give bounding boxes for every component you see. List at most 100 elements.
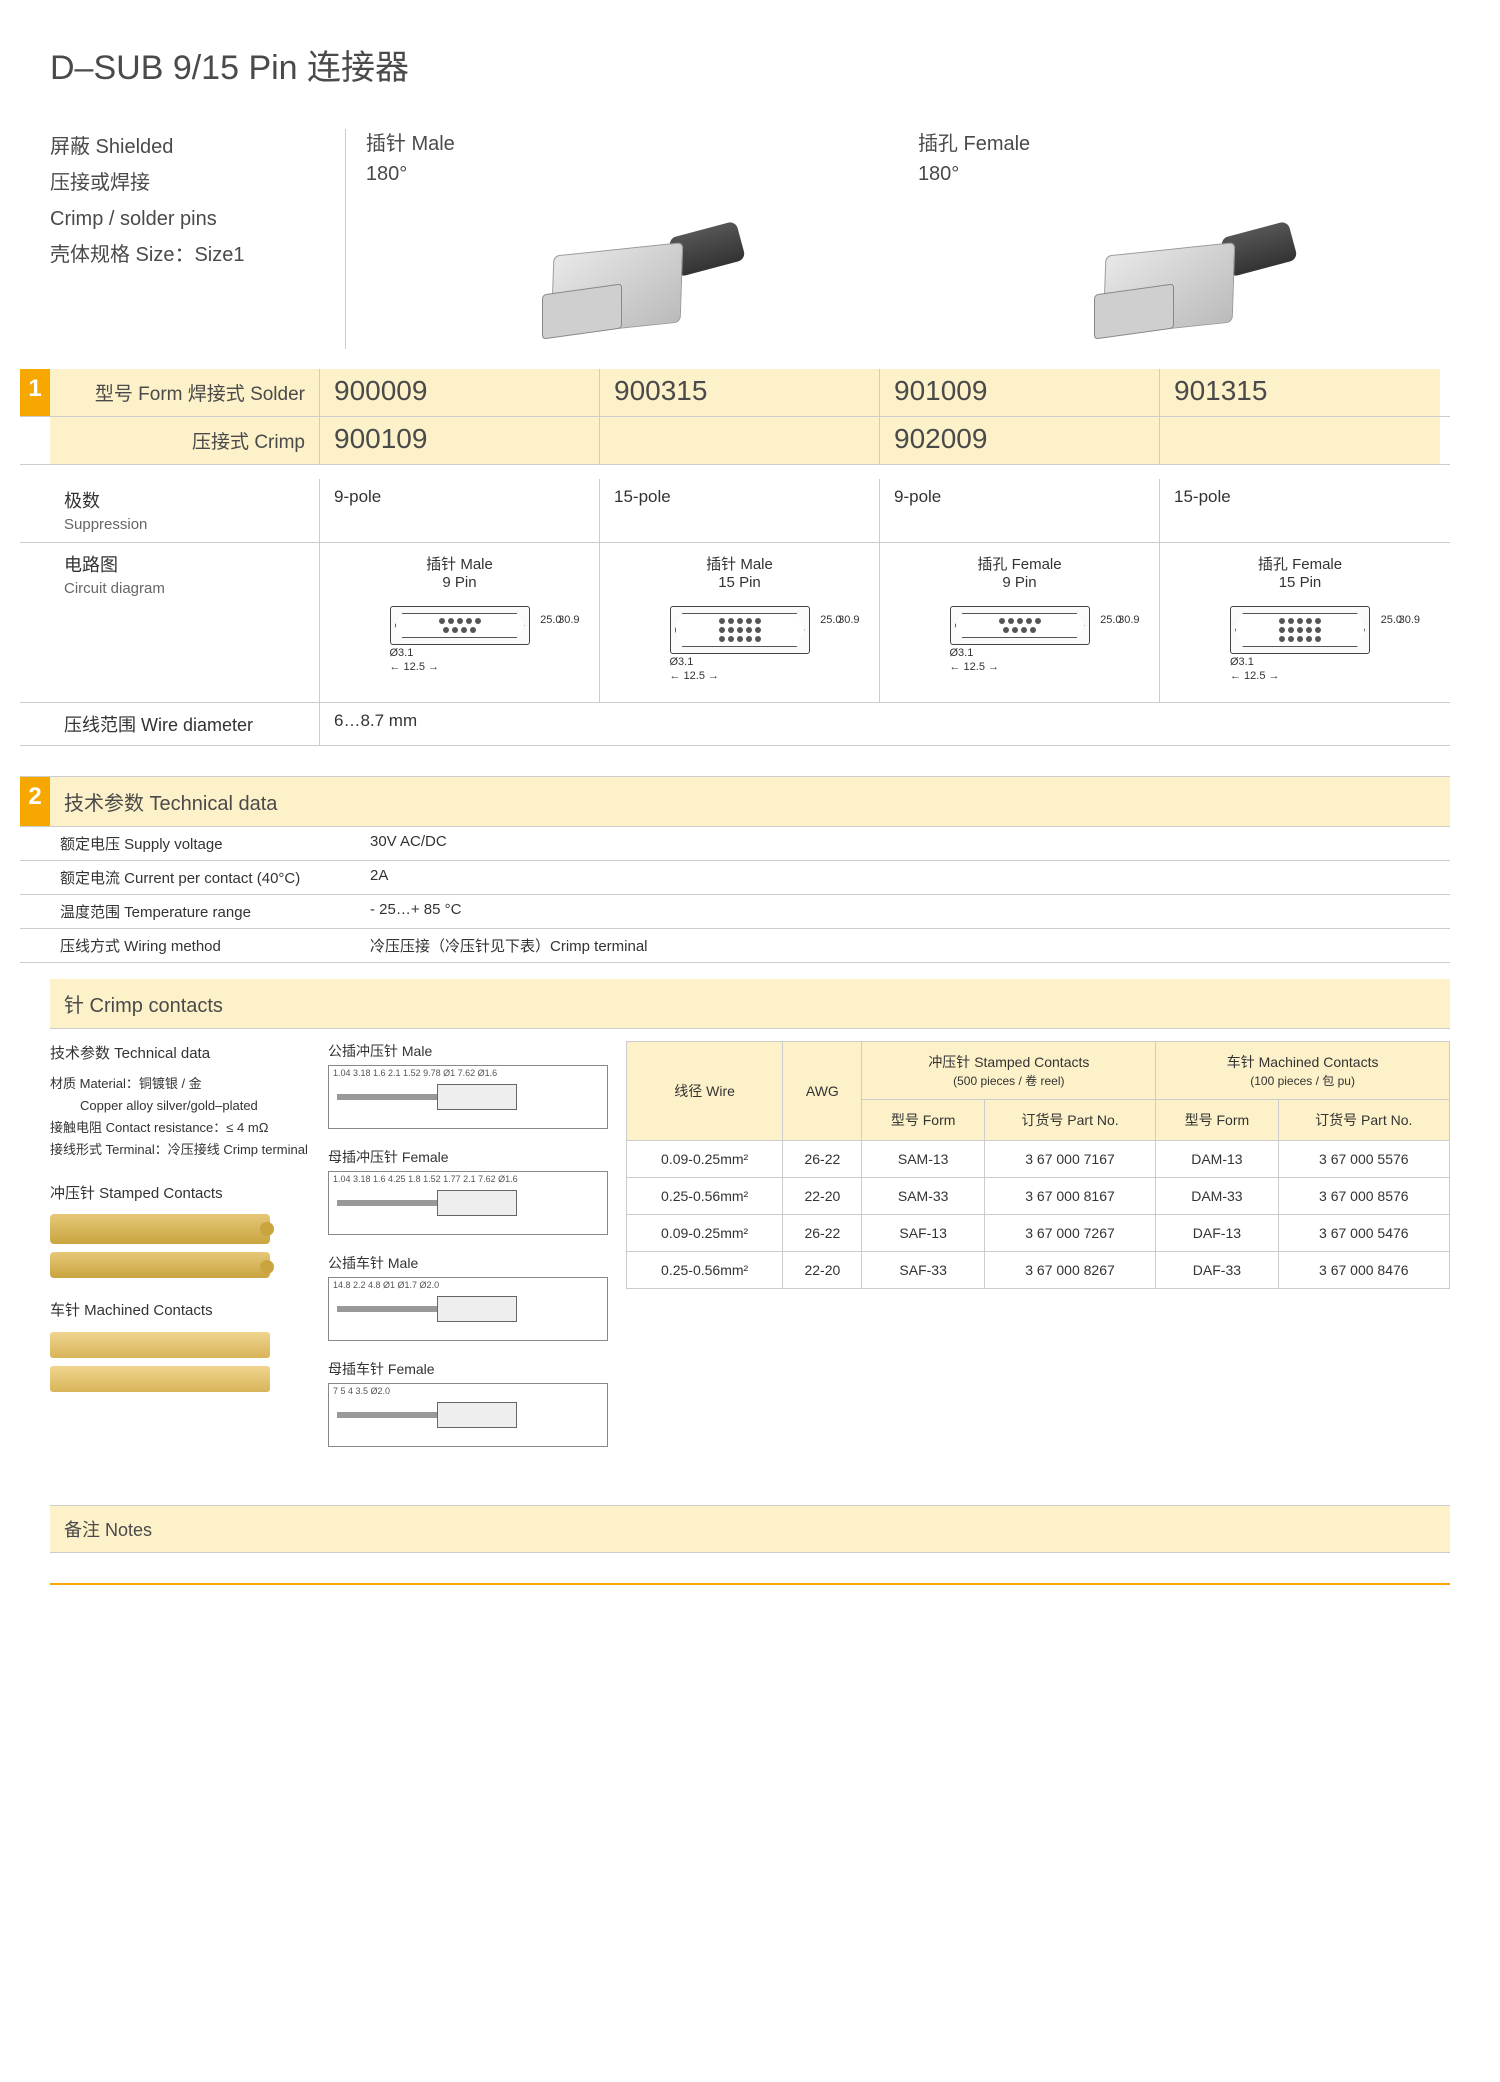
crimp-drawings: 公插冲压针 Male 1.04 3.18 1.6 2.1 1.52 9.78 Ø1… — [328, 1041, 608, 1465]
tech-data-row: 压线方式 Wiring method冷压压接（冷压针见下表）Crimp term… — [20, 929, 1450, 963]
td-wire: 0.09-0.25mm² — [627, 1141, 783, 1178]
poles-row: 极数 Suppression 9-pole 15-pole 9-pole 15-… — [20, 479, 1450, 543]
wire-diameter-row: 压线范围 Wire diameter 6…8.7 mm — [20, 702, 1450, 746]
poles-val: 9-pole — [320, 479, 600, 542]
crimp-material-sub: Copper alloy silver/gold–plated — [50, 1095, 310, 1117]
female-label: 插孔 Female — [918, 129, 1450, 159]
poles-label-text: 极数 — [64, 491, 100, 511]
solder-pn: 901009 — [880, 369, 1160, 416]
section1-solder-row: 1 型号 Form 焊接式 Solder 900009 900315 90100… — [20, 369, 1450, 417]
td-stamped-form: SAM-13 — [862, 1141, 984, 1178]
td-machined-part: 3 67 000 5576 — [1278, 1141, 1449, 1178]
header-row: 屏蔽 Shielded 压接或焊接 Crimp / solder pins 壳体… — [50, 129, 1450, 349]
table-row: 0.09-0.25mm²26-22SAF-133 67 000 7267DAF-… — [627, 1215, 1450, 1252]
td-machined-part: 3 67 000 5476 — [1278, 1215, 1449, 1252]
section2-band: 2 技术参数 Technical data — [20, 776, 1450, 827]
tech-label: 额定电流 Current per contact (40°C) — [50, 861, 360, 894]
td-stamped-form: SAM-33 — [862, 1178, 984, 1215]
tech-value: 2A — [360, 861, 398, 894]
crimp-drawing: 公插车针 Male14.8 2.2 4.8 Ø1 Ø1.7 Ø2.0 — [328, 1253, 608, 1341]
section1-crimp-row: 压接式 Crimp 900109 902009 — [20, 417, 1450, 465]
poles-val: 15-pole — [600, 479, 880, 542]
th-awg: AWG — [783, 1042, 862, 1141]
drawing-title: 母插车针 Female — [328, 1359, 608, 1379]
tech-drawing: 1.04 3.18 1.6 2.1 1.52 9.78 Ø1 7.62 Ø1.6 — [328, 1065, 608, 1129]
td-machined-form: DAF-13 — [1156, 1215, 1278, 1252]
header-male: 插针 Male 180° — [346, 129, 898, 349]
th-form: 型号 Form — [862, 1100, 984, 1141]
crimp-pn — [1160, 417, 1440, 464]
table-row: 0.25-0.56mm²22-20SAM-333 67 000 8167DAM-… — [627, 1178, 1450, 1215]
td-stamped-part: 3 67 000 7167 — [984, 1141, 1155, 1178]
tech-label: 温度范围 Temperature range — [50, 895, 360, 928]
machined-contact-image — [50, 1366, 270, 1392]
td-machined-form: DAM-33 — [1156, 1178, 1278, 1215]
tech-data-row: 额定电流 Current per contact (40°C)2A — [20, 861, 1450, 895]
crimp-contacts-table: 线径 Wire AWG 冲压针 Stamped Contacts (500 pi… — [626, 1041, 1450, 1465]
tech-drawing: 14.8 2.2 4.8 Ø1 Ø1.7 Ø2.0 — [328, 1277, 608, 1341]
th-stamped-label: 冲压针 Stamped Contacts — [928, 1054, 1089, 1070]
tech-label: 额定电压 Supply voltage — [50, 827, 360, 860]
tech-data-row: 温度范围 Temperature range- 25…+ 85 °C — [20, 895, 1450, 929]
crimp-resistance: 接触电阻 Contact resistance：≤ 4 mΩ — [50, 1117, 310, 1139]
crimp-pn — [600, 417, 880, 464]
tech-drawing: 1.04 3.18 1.6 4.25 1.8 1.52 1.77 2.1 7.6… — [328, 1171, 608, 1235]
male-connector-image — [366, 209, 898, 349]
crimp-drawing: 母插车针 Female7 5 4 3.5 Ø2.0 — [328, 1359, 608, 1447]
diagram-title: 插孔 Female15 Pin — [1160, 553, 1440, 591]
td-wire: 0.25-0.56mm² — [627, 1178, 783, 1215]
tech-data-row: 额定电压 Supply voltage30V AC/DC — [20, 827, 1450, 861]
stamped-contact-image — [50, 1214, 270, 1244]
td-machined-part: 3 67 000 8476 — [1278, 1252, 1449, 1289]
crimp-drawing: 母插冲压针 Female1.04 3.18 1.6 4.25 1.8 1.52 … — [328, 1147, 608, 1235]
drawing-title: 公插冲压针 Male — [328, 1041, 608, 1061]
th-machined-label: 车针 Machined Contacts — [1227, 1054, 1379, 1070]
th-part: 订货号 Part No. — [984, 1100, 1155, 1141]
table-row: 0.09-0.25mm²26-22SAM-133 67 000 7167DAM-… — [627, 1141, 1450, 1178]
td-awg: 26-22 — [783, 1141, 862, 1178]
male-angle: 180° — [366, 159, 898, 189]
section2-title: 技术参数 Technical data — [50, 777, 1450, 826]
circuit-diagram-row: 电路图 Circuit diagram 插针 Male9 PinØ3.125.0… — [20, 543, 1450, 702]
crimp-drawing: 公插冲压针 Male 1.04 3.18 1.6 2.1 1.52 9.78 Ø1… — [328, 1041, 608, 1129]
crimp-contacts-title: 针 Crimp contacts — [50, 979, 1450, 1029]
poles-label: 极数 Suppression — [50, 479, 320, 542]
td-stamped-part: 3 67 000 8167 — [984, 1178, 1155, 1215]
crimp-pn: 900109 — [320, 417, 600, 464]
td-stamped-form: SAF-13 — [862, 1215, 984, 1252]
td-machined-part: 3 67 000 8576 — [1278, 1178, 1449, 1215]
male-label: 插针 Male — [366, 129, 898, 159]
diagram-title: 插针 Male15 Pin — [600, 553, 879, 591]
diagram-title: 插针 Male9 Pin — [320, 553, 599, 591]
circuit-diagram-cell: 插孔 Female15 PinØ3.125.030.9← 12.5 → — [1160, 543, 1440, 702]
female-angle: 180° — [918, 159, 1450, 189]
td-machined-form: DAM-13 — [1156, 1141, 1278, 1178]
td-machined-form: DAF-33 — [1156, 1252, 1278, 1289]
stamped-contacts-title: 冲压针 Stamped Contacts — [50, 1181, 310, 1207]
td-awg: 22-20 — [783, 1178, 862, 1215]
td-awg: 22-20 — [783, 1252, 862, 1289]
tech-value: 冷压压接（冷压针见下表）Crimp terminal — [360, 929, 658, 962]
section-number-2: 2 — [20, 777, 50, 826]
th-machined-sub: (100 pieces / 包 pu) — [1250, 1074, 1355, 1088]
header-female: 插孔 Female 180° — [898, 129, 1450, 349]
th-stamped: 冲压针 Stamped Contacts (500 pieces / 卷 ree… — [862, 1042, 1156, 1100]
spec-line: 屏蔽 Shielded — [50, 129, 325, 165]
table-row: 0.25-0.56mm²22-20SAF-333 67 000 8267DAF-… — [627, 1252, 1450, 1289]
wire-dia-value: 6…8.7 mm — [320, 703, 1450, 745]
th-stamped-sub: (500 pieces / 卷 reel) — [953, 1074, 1064, 1088]
poles-val: 9-pole — [880, 479, 1160, 542]
th-wire: 线径 Wire — [627, 1042, 783, 1141]
diagram-title: 插孔 Female9 Pin — [880, 553, 1159, 591]
form-solder-label: 型号 Form 焊接式 Solder — [50, 369, 320, 416]
circuit-label: 电路图 Circuit diagram — [50, 543, 320, 702]
header-specs: 屏蔽 Shielded 压接或焊接 Crimp / solder pins 壳体… — [50, 129, 346, 349]
td-stamped-form: SAF-33 — [862, 1252, 984, 1289]
tech-label: 压线方式 Wiring method — [50, 929, 360, 962]
poles-sublabel: Suppression — [64, 516, 147, 533]
crimp-tech-data: 技术参数 Technical data 材质 Material：铜镀银 / 金 … — [50, 1041, 310, 1465]
crimp-material: 材质 Material：铜镀银 / 金 — [50, 1073, 310, 1095]
circuit-label-text: 电路图 — [64, 555, 118, 575]
circuit-diagram-cell: 插孔 Female9 PinØ3.125.030.9← 12.5 → — [880, 543, 1160, 702]
circuit-diagram-cell: 插针 Male9 PinØ3.125.030.9← 12.5 → — [320, 543, 600, 702]
